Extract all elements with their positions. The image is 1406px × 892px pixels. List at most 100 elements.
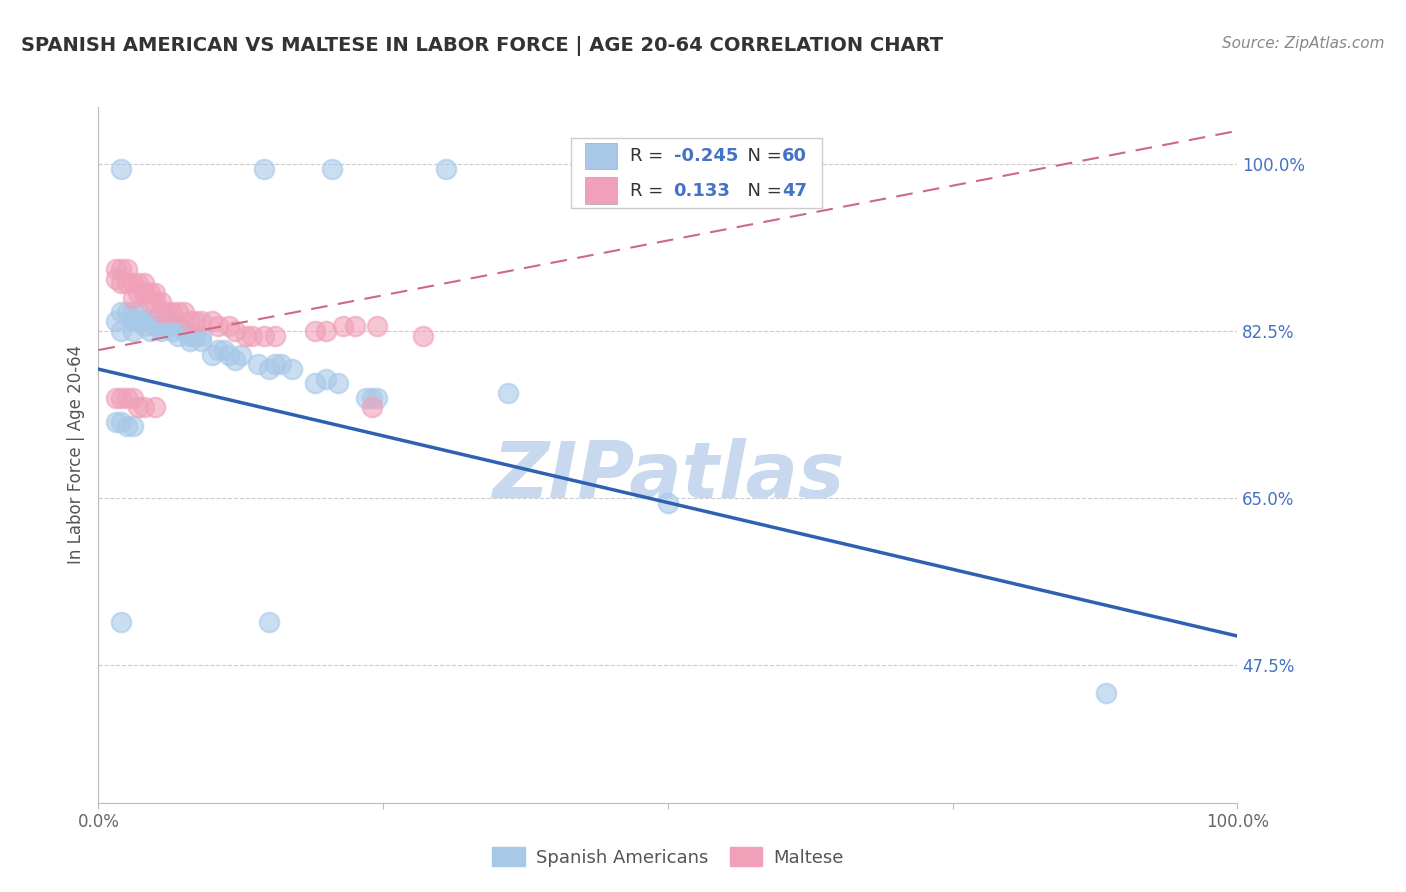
Point xyxy=(145,285,167,300)
Point xyxy=(127,305,149,319)
Point xyxy=(110,415,132,429)
Text: Source: ZipAtlas.com: Source: ZipAtlas.com xyxy=(1222,36,1385,51)
Point xyxy=(190,314,212,328)
Point xyxy=(110,391,132,405)
Point xyxy=(138,324,160,338)
FancyBboxPatch shape xyxy=(585,178,617,203)
Point xyxy=(1095,686,1118,700)
Point xyxy=(259,615,281,629)
Point xyxy=(179,334,201,348)
Point xyxy=(184,314,207,328)
Point xyxy=(162,319,184,334)
Point xyxy=(162,324,184,338)
Text: R =: R = xyxy=(630,147,669,165)
Text: 47: 47 xyxy=(782,182,807,200)
Point xyxy=(121,314,143,328)
Point xyxy=(412,328,434,343)
Point xyxy=(212,343,235,357)
Point xyxy=(315,324,337,338)
Point xyxy=(173,305,195,319)
Point xyxy=(366,391,388,405)
Point xyxy=(138,285,160,300)
Point xyxy=(354,391,377,405)
Point xyxy=(150,295,173,310)
Point xyxy=(332,319,354,334)
Point xyxy=(104,271,127,285)
FancyBboxPatch shape xyxy=(585,143,617,169)
Point xyxy=(145,319,167,334)
Point xyxy=(110,324,132,338)
Point xyxy=(121,277,143,291)
Point xyxy=(145,314,167,328)
Point xyxy=(179,328,201,343)
Text: SPANISH AMERICAN VS MALTESE IN LABOR FORCE | AGE 20-64 CORRELATION CHART: SPANISH AMERICAN VS MALTESE IN LABOR FOR… xyxy=(21,36,943,55)
Point xyxy=(321,161,343,176)
Point xyxy=(270,357,292,371)
Point xyxy=(167,328,190,343)
Point xyxy=(304,376,326,391)
Point xyxy=(138,314,160,328)
Point xyxy=(315,372,337,386)
Point xyxy=(190,328,212,343)
Text: ZIPatlas: ZIPatlas xyxy=(492,438,844,514)
Point xyxy=(150,305,173,319)
Point xyxy=(201,348,224,362)
Point xyxy=(132,319,155,334)
Point xyxy=(240,328,263,343)
Point xyxy=(121,419,143,434)
Point xyxy=(366,319,388,334)
Point xyxy=(127,285,149,300)
Point xyxy=(132,401,155,415)
FancyBboxPatch shape xyxy=(571,138,821,208)
Text: 60: 60 xyxy=(782,147,807,165)
Text: R =: R = xyxy=(630,182,675,200)
Point xyxy=(304,324,326,338)
Point xyxy=(110,262,132,277)
Point xyxy=(360,401,382,415)
Point xyxy=(167,319,190,334)
Point xyxy=(360,391,382,405)
Point xyxy=(104,415,127,429)
Point xyxy=(145,295,167,310)
Text: 0.133: 0.133 xyxy=(673,182,731,200)
Point xyxy=(132,314,155,328)
Point xyxy=(207,343,229,357)
Point xyxy=(150,319,173,334)
Point xyxy=(326,376,349,391)
Point xyxy=(252,161,274,176)
Point xyxy=(132,285,155,300)
Text: N =: N = xyxy=(737,147,787,165)
Point xyxy=(264,357,287,371)
Point xyxy=(281,362,304,376)
Point xyxy=(156,305,179,319)
Point xyxy=(218,319,240,334)
Point xyxy=(246,357,269,371)
Text: -0.245: -0.245 xyxy=(673,147,738,165)
Point xyxy=(252,328,274,343)
Point xyxy=(104,391,127,405)
Point xyxy=(156,314,179,328)
Point xyxy=(110,615,132,629)
Point xyxy=(132,277,155,291)
Point xyxy=(343,319,366,334)
Point xyxy=(104,262,127,277)
Point xyxy=(235,328,257,343)
Point xyxy=(264,328,287,343)
Point xyxy=(156,319,179,334)
Point xyxy=(498,386,520,401)
Point xyxy=(434,161,457,176)
Point xyxy=(127,401,149,415)
Point xyxy=(104,314,127,328)
Point xyxy=(127,277,149,291)
Point xyxy=(121,324,143,338)
Text: N =: N = xyxy=(737,182,787,200)
Point xyxy=(184,328,207,343)
Point xyxy=(657,495,679,509)
Point xyxy=(259,362,281,376)
Point xyxy=(121,291,143,305)
Point xyxy=(207,319,229,334)
Point xyxy=(179,314,201,328)
Point xyxy=(224,324,246,338)
Point xyxy=(224,352,246,367)
Legend: Spanish Americans, Maltese: Spanish Americans, Maltese xyxy=(485,840,851,874)
